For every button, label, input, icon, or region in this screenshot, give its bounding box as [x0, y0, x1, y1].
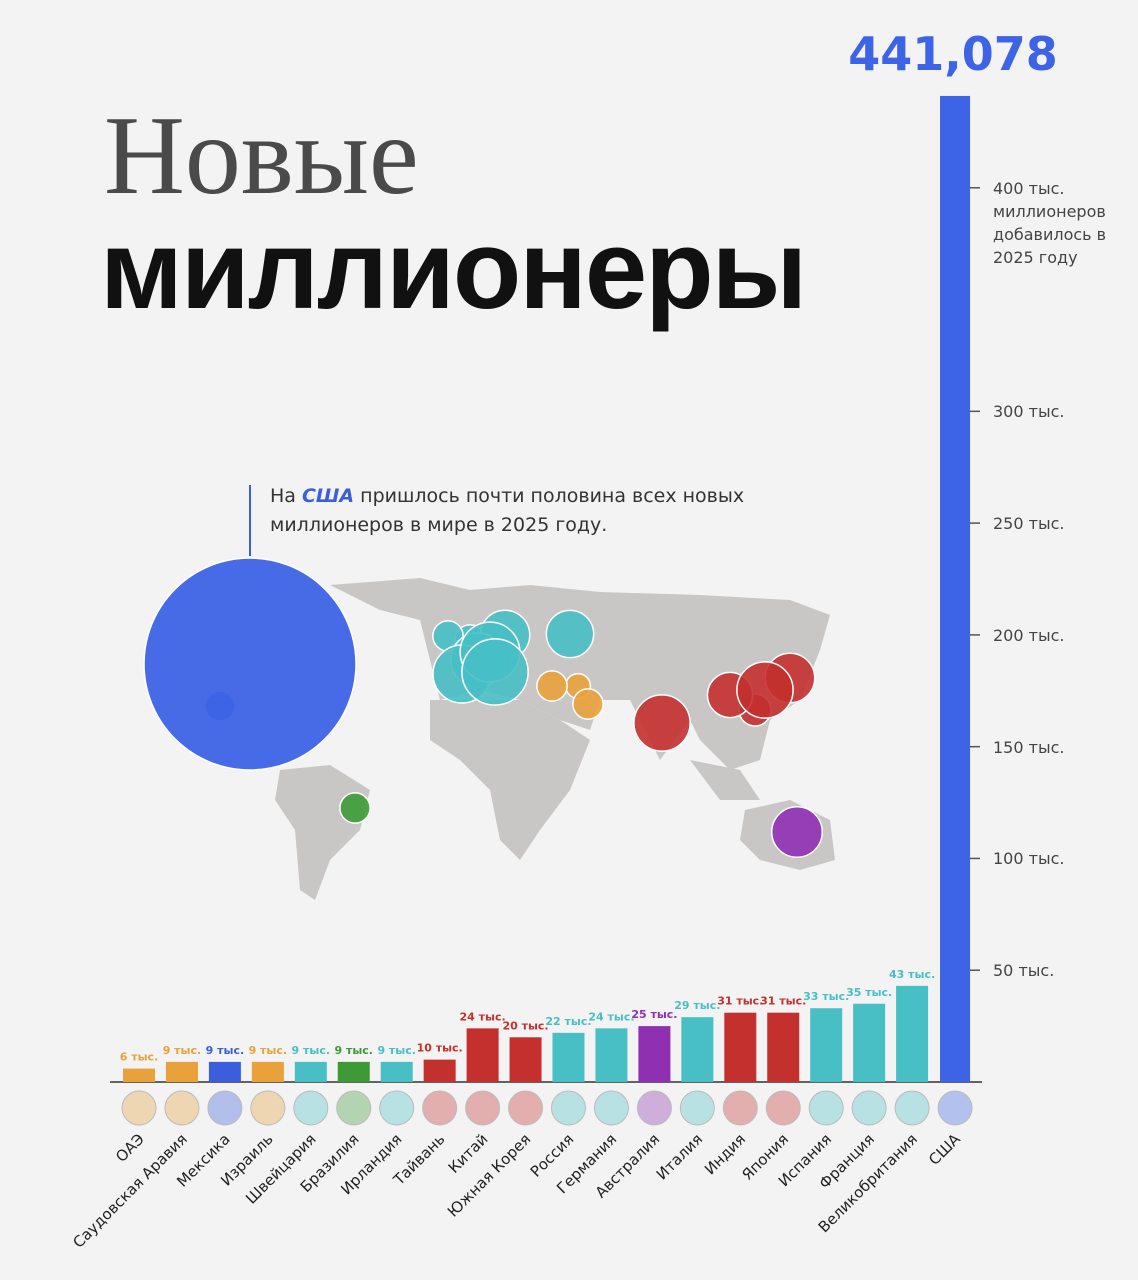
annotation-highlight: США: [301, 485, 355, 507]
y-tick-label: 200 тыс.: [993, 625, 1065, 645]
flag: [679, 1090, 715, 1126]
value-label: 6 тыс.: [120, 1051, 159, 1064]
x-tick-label: США: [925, 1130, 964, 1169]
flag: [851, 1090, 887, 1126]
flag: [250, 1090, 286, 1126]
flag: [207, 1090, 243, 1126]
bar: [595, 1028, 628, 1082]
bubble: [572, 688, 604, 720]
flag: [808, 1090, 844, 1126]
flag: [593, 1090, 629, 1126]
flag: [722, 1090, 758, 1126]
bubble: [536, 670, 568, 702]
value-label: 22 тыс.: [545, 1015, 591, 1028]
y-tick-label: 300 тыс.: [993, 402, 1065, 422]
bar: [294, 1061, 327, 1082]
flag: [508, 1090, 544, 1126]
bar: [423, 1059, 456, 1082]
value-label: 31 тыс.: [717, 995, 763, 1008]
bar: [509, 1037, 542, 1082]
x-tick-label: ОАЭ: [112, 1130, 148, 1166]
value-label: 441,078: [848, 27, 1058, 81]
flag: [551, 1090, 586, 1126]
bar: [940, 95, 971, 1083]
value-label: 10 тыс.: [417, 1042, 463, 1055]
title-light: Новые: [104, 94, 419, 218]
bubble: [545, 609, 595, 659]
bar: [208, 1061, 241, 1082]
bar: [681, 1017, 714, 1082]
bubble: [633, 694, 691, 752]
bar: [165, 1061, 198, 1082]
annotation-text: На: [270, 485, 296, 507]
flag: [636, 1090, 672, 1126]
bar: [853, 1003, 886, 1082]
bar: [810, 1008, 843, 1082]
value-label: 25 тыс.: [631, 1008, 677, 1021]
value-label: 9 тыс.: [292, 1044, 331, 1057]
x-tick-label: Италия: [653, 1130, 706, 1183]
bar: [251, 1061, 284, 1082]
bar: [724, 1012, 757, 1082]
bar: [552, 1032, 585, 1082]
y-tick-label: 100 тыс.: [993, 849, 1065, 869]
value-label: 20 тыс.: [502, 1019, 548, 1032]
y-tick-label: 250 тыс.: [993, 514, 1065, 534]
bubble: [771, 806, 823, 858]
value-label: 24 тыс.: [588, 1010, 634, 1023]
value-label: 29 тыс.: [674, 999, 720, 1012]
value-label: 31 тыс.: [760, 995, 806, 1008]
value-label: 9 тыс.: [334, 1044, 373, 1057]
bar: [896, 985, 929, 1082]
flag: [336, 1090, 372, 1126]
flag: [164, 1090, 200, 1126]
y-tick-label: 50 тыс.: [993, 961, 1055, 981]
title-bold: миллионеры: [100, 207, 807, 332]
value-label: 33 тыс.: [803, 990, 849, 1003]
bar: [466, 1028, 499, 1082]
value-label: 9 тыс.: [249, 1044, 288, 1057]
value-label: 24 тыс.: [460, 1010, 506, 1023]
flag: [379, 1090, 415, 1126]
flag: [894, 1090, 930, 1126]
value-label: 9 тыс.: [163, 1044, 202, 1057]
value-label: 35 тыс.: [846, 986, 892, 999]
flag: [765, 1090, 801, 1126]
y-tick-label: 400 тыс. миллионеров добавилось в 2025 г…: [993, 178, 1107, 267]
bar: [767, 1012, 800, 1082]
annotation: На США пришлось почти половина всех новы…: [270, 482, 770, 540]
annotation-text: пришлось почти половина всех новых милли…: [270, 485, 745, 536]
flag: [937, 1090, 973, 1126]
flag: [293, 1090, 329, 1126]
flag: [465, 1090, 501, 1126]
bar: [123, 1068, 155, 1082]
bubble: [461, 638, 529, 706]
value-label: 9 тыс.: [377, 1044, 416, 1057]
bubble: [339, 792, 371, 824]
y-tick-label: 150 тыс.: [993, 737, 1065, 757]
value-label: 9 тыс.: [206, 1044, 245, 1057]
bubble: [736, 661, 794, 719]
bar: [337, 1061, 370, 1082]
bar: [638, 1026, 671, 1082]
bubble: [143, 557, 357, 771]
flag: [422, 1090, 458, 1126]
value-label: 43 тыс.: [889, 968, 935, 981]
bar: [380, 1061, 413, 1082]
flag: [121, 1090, 157, 1126]
